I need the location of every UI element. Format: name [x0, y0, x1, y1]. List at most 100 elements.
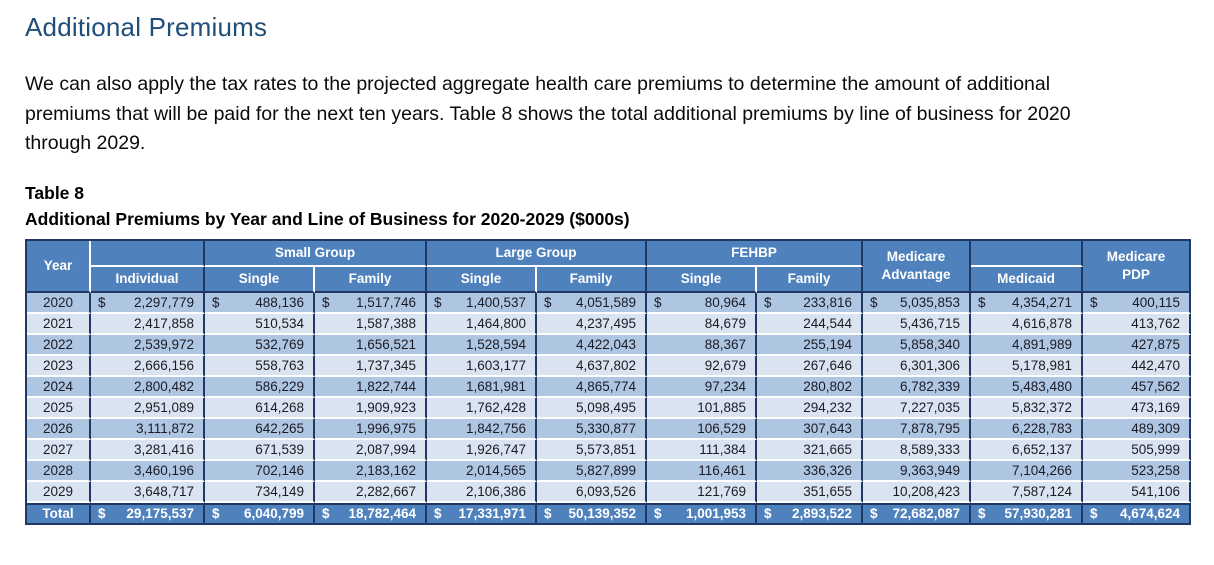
year-cell: 2028 [27, 460, 91, 482]
value-cell: 2,539,972 [91, 334, 205, 356]
value-cell: 97,234 [647, 376, 758, 398]
cell-value: 1,909,923 [355, 399, 417, 415]
table-row-2029: 2029 3,648,717 734,149 2,282,667 2,106,386 6,… [27, 481, 1192, 503]
cell-value: 1,517,746 [355, 294, 417, 310]
currency-symbol: $ [1090, 506, 1098, 521]
value-cell: 5,832,372 [971, 397, 1084, 419]
value-cell: 88,367 [647, 334, 758, 356]
cell-value: 3,281,416 [133, 441, 194, 457]
currency-symbol: $ [654, 506, 662, 521]
value-cell: 106,529 [647, 418, 758, 440]
cell-value: 457,562 [1131, 378, 1181, 394]
cell-value: 6,093,526 [575, 483, 637, 499]
cell-value: 57,930,281 [1004, 506, 1073, 521]
cell-value: 4,051,589 [575, 294, 637, 310]
value-cell: 2,417,858 [91, 313, 205, 335]
total-value-cell: $1,001,953 [647, 502, 758, 525]
cell-value: 1,001,953 [685, 506, 747, 521]
cell-value: 1,996,975 [355, 420, 417, 436]
year-cell: 2023 [27, 355, 91, 377]
cell-value: 233,816 [803, 294, 853, 310]
cell-value: 427,875 [1131, 336, 1181, 352]
cell-value: 1,681,981 [465, 378, 527, 394]
currency-symbol: $ [434, 506, 442, 521]
cell-value: 4,637,802 [575, 357, 637, 373]
value-cell: $400,115 [1083, 292, 1192, 314]
cell-value: 5,035,853 [899, 294, 961, 310]
cell-value: 2,800,482 [133, 378, 194, 394]
col-header-fehbp-single: Single [647, 266, 758, 293]
cell-value: 80,964 [704, 294, 747, 310]
cell-value: 5,178,981 [1011, 357, 1073, 373]
cell-value: 4,237,495 [575, 315, 637, 331]
cell-value: 489,309 [1131, 420, 1181, 436]
cell-value: 4,674,624 [1119, 506, 1181, 521]
cell-value: 2,539,972 [133, 336, 194, 352]
cell-value: 400,115 [1132, 294, 1181, 310]
premiums-table: Year Small Group Large Group FEHBP Medic… [25, 238, 1192, 525]
cell-value: 734,149 [255, 483, 304, 499]
table-row-2025: 2025 2,951,089 614,268 1,909,923 1,762,428 5,… [27, 397, 1192, 419]
cell-value: 106,529 [697, 420, 747, 436]
cell-value: 5,858,340 [899, 336, 961, 352]
cell-value: 1,400,537 [465, 294, 527, 310]
value-cell: 671,539 [205, 439, 315, 461]
cell-value: 3,460,196 [133, 462, 194, 478]
cell-value: 1,528,594 [465, 336, 527, 352]
value-cell: 1,996,975 [315, 418, 428, 440]
table-row-2024: 2024 2,800,482 586,229 1,822,744 1,681,981 4,… [27, 376, 1192, 398]
cell-value: 2,666,156 [133, 357, 194, 373]
value-cell: $5,035,853 [863, 292, 972, 314]
currency-symbol: $ [212, 294, 220, 310]
cell-value: 336,326 [803, 462, 853, 478]
value-cell: $1,517,746 [315, 292, 428, 314]
cell-value: 1,822,744 [355, 378, 417, 394]
cell-value: 5,098,495 [575, 399, 637, 415]
value-cell: 1,926,747 [427, 439, 538, 461]
value-cell: 7,104,266 [971, 460, 1084, 482]
col-header-fehbp: FEHBP [647, 240, 864, 267]
value-cell: 586,229 [205, 376, 315, 398]
currency-symbol: $ [870, 506, 878, 521]
col-header-large-group: Large Group [427, 240, 648, 267]
cell-value: 255,194 [803, 336, 853, 352]
year-cell: 2027 [27, 439, 91, 461]
value-cell: 5,436,715 [863, 313, 972, 335]
value-cell: 2,183,162 [315, 460, 428, 482]
cell-value: 321,665 [803, 441, 853, 457]
cell-value: 97,234 [704, 378, 747, 394]
cell-value: 586,229 [255, 378, 304, 394]
total-value-cell: $2,893,522 [757, 502, 864, 525]
currency-symbol: $ [544, 506, 552, 521]
cell-value: 2,417,858 [133, 315, 194, 331]
cell-value: 7,227,035 [899, 399, 961, 415]
value-cell: 734,149 [205, 481, 315, 503]
cell-value: 4,616,878 [1011, 315, 1073, 331]
cell-value: 5,832,372 [1011, 399, 1073, 415]
year-cell: 2024 [27, 376, 91, 398]
total-value-cell: $50,139,352 [537, 502, 648, 525]
value-cell: 280,802 [757, 376, 864, 398]
total-value-cell: $29,175,537 [91, 502, 205, 525]
col-header-year: Year [27, 240, 91, 293]
currency-symbol: $ [654, 294, 662, 310]
cell-value: 17,331,971 [458, 506, 527, 521]
cell-value: 6,652,137 [1011, 441, 1073, 457]
value-cell: 6,652,137 [971, 439, 1084, 461]
cell-value: 18,782,464 [348, 506, 417, 521]
value-cell: 2,666,156 [91, 355, 205, 377]
value-cell: 1,587,388 [315, 313, 428, 335]
cell-value: 121,769 [697, 483, 747, 499]
table-label: Table 8 [25, 182, 85, 203]
cell-value: 5,827,899 [575, 462, 637, 478]
value-cell: 3,281,416 [91, 439, 205, 461]
total-value-cell: $6,040,799 [205, 502, 315, 525]
cell-value: 5,330,877 [575, 420, 637, 436]
table-row-2027: 2027 3,281,416 671,539 2,087,994 1,926,747 5,… [27, 439, 1192, 461]
cell-value: 2,282,667 [355, 483, 417, 499]
value-cell: 307,643 [757, 418, 864, 440]
currency-symbol: $ [212, 506, 220, 521]
value-cell: 336,326 [757, 460, 864, 482]
table-caption: Additional Premiums by Year and Line of … [25, 208, 630, 229]
col-header-sg-family: Family [315, 266, 428, 293]
